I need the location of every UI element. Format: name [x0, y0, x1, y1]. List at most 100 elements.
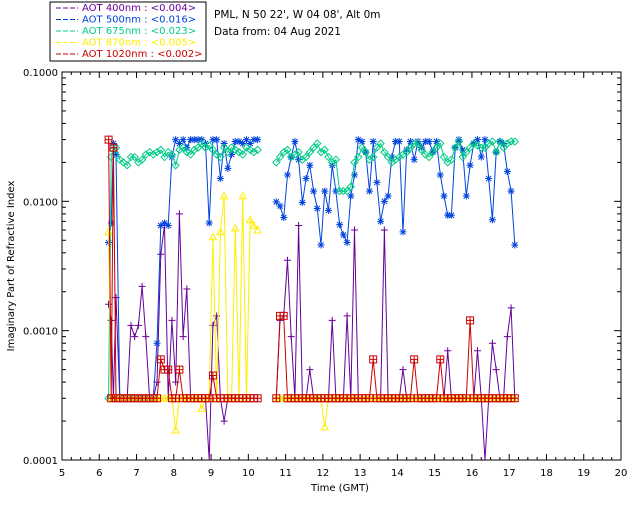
data-point-marker	[455, 136, 463, 144]
data-point-marker	[309, 143, 318, 152]
data-point-marker	[134, 321, 142, 329]
data-point-marker	[197, 139, 206, 148]
data-point-marker	[104, 227, 113, 236]
data-point-marker	[343, 239, 351, 247]
data-point-marker	[428, 147, 438, 157]
data-point-marker	[410, 156, 418, 164]
data-point-marker	[406, 138, 414, 146]
data-point-marker	[395, 152, 404, 162]
data-point-marker	[510, 137, 519, 146]
legend-label: AOT 400nm : <0.004>	[82, 3, 196, 14]
data-point-marker	[488, 216, 496, 224]
data-point-marker	[179, 333, 187, 341]
data-point-marker	[112, 151, 120, 159]
data-point-marker	[157, 222, 165, 230]
data-point-marker	[272, 394, 281, 403]
data-point-marker	[462, 147, 471, 157]
data-point-marker	[473, 141, 482, 150]
data-point-marker	[495, 137, 505, 146]
y-tick-label: 0.0001	[23, 456, 58, 467]
data-point-marker	[402, 147, 411, 157]
data-point-marker	[320, 145, 329, 155]
data-point-marker	[107, 219, 115, 227]
data-point-marker	[272, 198, 280, 206]
x-tick-label: 11	[279, 468, 292, 479]
data-point-marker	[368, 152, 378, 162]
data-point-marker	[109, 143, 118, 152]
data-point-marker	[380, 197, 388, 205]
data-point-marker	[384, 192, 392, 200]
data-point-marker	[413, 139, 423, 148]
data-point-marker	[439, 152, 449, 162]
site-info: PML, N 50 22', W 04 08', Alt 0m	[214, 9, 381, 21]
data-point-marker	[104, 135, 113, 144]
data-point-marker	[230, 223, 240, 232]
data-point-marker	[290, 150, 300, 159]
data-point-marker	[254, 136, 262, 144]
data-point-marker	[115, 155, 124, 164]
data-point-marker	[216, 175, 224, 183]
data-point-marker	[190, 145, 199, 155]
data-point-marker	[175, 145, 184, 155]
data-point-marker	[462, 192, 470, 200]
data-point-marker	[499, 143, 508, 152]
y-tick-label: 0.1000	[23, 68, 58, 79]
data-point-marker	[510, 394, 519, 403]
data-point-marker	[421, 150, 430, 159]
data-point-marker	[253, 145, 262, 155]
data-point-marker	[253, 394, 262, 403]
data-point-marker	[506, 137, 516, 146]
data-point-marker	[417, 145, 426, 155]
data-point-marker	[175, 365, 184, 374]
data-point-marker	[458, 152, 467, 162]
data-point-marker	[351, 171, 359, 179]
data-point-marker	[492, 366, 500, 374]
data-point-marker	[131, 333, 139, 341]
data-point-marker	[313, 139, 322, 148]
data-point-marker	[399, 366, 407, 374]
data-point-marker	[141, 150, 151, 159]
data-point-marker	[459, 146, 467, 154]
data-point-marker	[488, 137, 497, 146]
data-point-marker	[280, 213, 288, 221]
x-tick-label: 6	[96, 468, 102, 479]
data-point-marker	[153, 339, 161, 347]
data-point-marker	[357, 143, 367, 152]
data-point-marker	[369, 138, 377, 146]
data-point-marker	[142, 333, 150, 341]
data-point-marker	[335, 186, 344, 196]
data-point-marker	[160, 152, 169, 162]
data-point-marker	[164, 365, 173, 374]
data-point-marker	[321, 187, 329, 195]
data-point-marker	[351, 226, 359, 234]
data-point-marker	[339, 231, 347, 239]
data-point-marker	[433, 138, 441, 146]
data-point-marker	[235, 138, 243, 146]
data-point-marker	[212, 150, 221, 159]
data-point-marker	[469, 139, 479, 148]
data-point-marker	[328, 316, 336, 324]
data-point-marker	[450, 143, 460, 152]
data-point-marker	[171, 425, 181, 434]
data-point-marker	[295, 222, 303, 230]
data-point-marker	[216, 227, 225, 236]
x-tick-label: 12	[316, 468, 329, 479]
data-point-marker	[403, 146, 411, 154]
data-point-marker	[182, 147, 192, 157]
data-point-marker	[291, 138, 299, 146]
data-point-marker	[126, 152, 136, 162]
x-tick-label: 14	[391, 468, 404, 479]
x-tick-label: 18	[540, 468, 553, 479]
data-point-marker	[194, 136, 202, 144]
data-point-marker	[481, 136, 489, 144]
data-point-marker	[488, 339, 496, 347]
data-point-marker	[343, 312, 351, 320]
axes: 5 6 7 8 9 10 11 12 13 14 15 16 17 18 19 20 0.0001 0.0010 0…	[23, 68, 627, 479]
data-point-marker	[414, 138, 422, 146]
legend: AOT 400nm : <0.004>AOT 500nm : <0.016>AO…	[49, 1, 207, 62]
data-point-marker	[164, 222, 172, 230]
data-point-marker	[465, 143, 475, 152]
data-point-marker	[172, 136, 180, 144]
legend-label: AOT 675nm : <0.023>	[82, 26, 196, 37]
